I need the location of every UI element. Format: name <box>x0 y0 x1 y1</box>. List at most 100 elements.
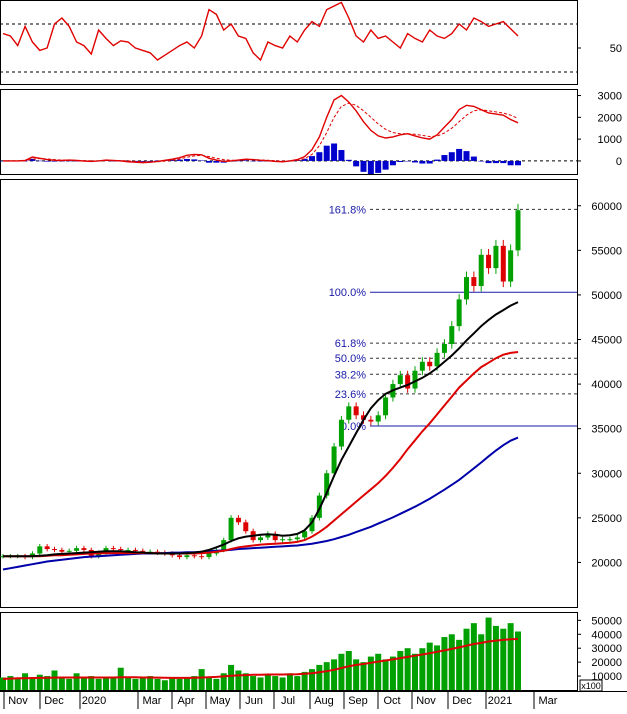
price-candle-body <box>478 254 484 286</box>
volume-bar <box>242 673 249 690</box>
macd-line <box>3 94 519 164</box>
macd-histogram-bar <box>426 160 433 164</box>
volume-bar <box>29 677 36 690</box>
macd-histogram-bar <box>301 158 308 161</box>
price-axis-tick-label: 55000 <box>591 245 622 257</box>
price-candle-body <box>258 537 263 541</box>
price-candle-body <box>331 446 337 474</box>
date-axis-label: Sep <box>348 695 368 707</box>
macd-histogram-bar <box>169 159 176 161</box>
volume-bar <box>147 676 154 690</box>
volume-bar <box>183 677 190 690</box>
volume-bar <box>309 669 315 690</box>
macd-histogram-bar <box>478 160 485 162</box>
date-axis-label: Dec <box>44 695 64 707</box>
price-candle-body <box>37 546 43 554</box>
volume-bar <box>360 662 367 690</box>
macd-histogram-bar <box>419 160 426 164</box>
volume-bar <box>80 677 87 690</box>
volume-bar <box>404 648 411 690</box>
price-candle-body <box>52 549 57 551</box>
macd-histogram-bar <box>382 160 389 170</box>
volume-bar <box>331 659 338 690</box>
volume-bar <box>14 678 21 690</box>
macd-frame <box>0 89 578 175</box>
date-axis-label: Mar <box>143 695 162 707</box>
volume-bar <box>176 678 183 690</box>
price-candle-body <box>456 299 462 327</box>
price-candle-body <box>66 550 72 552</box>
volume-bar <box>110 677 117 690</box>
rsi-axis-tick-label: 50 <box>610 43 622 55</box>
fib-level-label: 38.2% <box>335 369 366 381</box>
macd-histogram-bar <box>485 160 492 164</box>
macd-histogram-bar <box>397 160 404 163</box>
macd-histogram-bar <box>389 160 396 166</box>
macd-histogram-bar <box>338 150 345 161</box>
fib-level-label: 0.0% <box>341 421 366 433</box>
fib-level-label: 23.6% <box>335 389 366 401</box>
macd-histogram-bar <box>206 160 212 163</box>
macd-axis-tick-label: 3000 <box>598 91 622 103</box>
date-axis-label: Nov <box>8 695 28 707</box>
price-candle-body <box>140 550 146 552</box>
macd-histogram-bar <box>404 160 411 162</box>
volume-bar <box>500 628 507 690</box>
volume-bar <box>397 651 404 690</box>
volume-bar <box>272 676 279 690</box>
price-candle-body <box>412 370 418 389</box>
price-candle-body <box>132 549 138 551</box>
volume-bar <box>22 673 29 690</box>
date-axis: Nov Dec 2020 Mar Apr May Jun Jul Aug Sep Oct Nov Dec… <box>3 691 558 709</box>
macd-histogram-bar <box>463 151 470 161</box>
price-candle-body <box>441 343 447 353</box>
volume-bar <box>470 623 477 690</box>
price-axis-tick-label: 50000 <box>591 290 622 302</box>
macd-histogram-bar <box>51 160 58 162</box>
price-candle-body <box>427 361 433 367</box>
date-axis-label: 2021 <box>488 695 512 707</box>
price-candle-body <box>280 539 286 541</box>
volume-bar <box>492 625 499 690</box>
price-candle-body <box>471 277 477 286</box>
price-candle-body <box>375 415 381 422</box>
volume-bar <box>389 656 396 690</box>
volume-bar <box>316 664 323 690</box>
panel-frames <box>0 0 627 692</box>
fib-level-label: 50.0% <box>335 353 366 365</box>
macd-histogram-bar <box>345 159 352 161</box>
volume-bar <box>515 631 521 690</box>
volume-unit-box <box>579 679 603 692</box>
volume-bar <box>73 673 80 690</box>
price-candle-body <box>191 555 197 557</box>
macd-histogram-bar <box>36 160 43 162</box>
macd-histogram-bar <box>242 160 249 161</box>
volume-bar <box>235 670 242 690</box>
price-candle-body <box>346 406 352 420</box>
macd-histogram-bar <box>147 160 154 162</box>
macd-histogram-bar <box>309 156 315 161</box>
price-panel: 161.8% 100.0% 61.8% 50.0% 38.2% 23.6% 0.0% 6000… <box>0 201 622 571</box>
price-axis-tick-label: 25000 <box>591 513 622 525</box>
date-axis-label: Dec <box>452 695 472 707</box>
macd-axis-tick-label: 0 <box>616 156 622 168</box>
macd-histogram-bar <box>500 160 507 164</box>
volume-bar <box>103 678 109 690</box>
price-candle-body <box>419 361 425 371</box>
price-candle-body <box>206 553 212 558</box>
price-candle-body <box>434 352 440 367</box>
macd-histogram-bar <box>353 160 360 167</box>
volume-bar <box>58 677 65 690</box>
price-candle-body <box>397 375 403 385</box>
volume-bar <box>507 623 514 690</box>
price-candle-body <box>125 549 131 551</box>
volume-axis-tick-label: 30000 <box>591 643 622 655</box>
volume-bar <box>250 676 257 690</box>
price-candle-body <box>287 539 293 541</box>
volume-axis-tick-label: 20000 <box>591 657 622 669</box>
rsi-line <box>2 1 519 62</box>
date-axis-label: Nov <box>416 695 436 707</box>
price-candle-body <box>338 419 344 447</box>
macd-histogram-bar <box>360 160 367 172</box>
volume-bar <box>0 677 6 690</box>
